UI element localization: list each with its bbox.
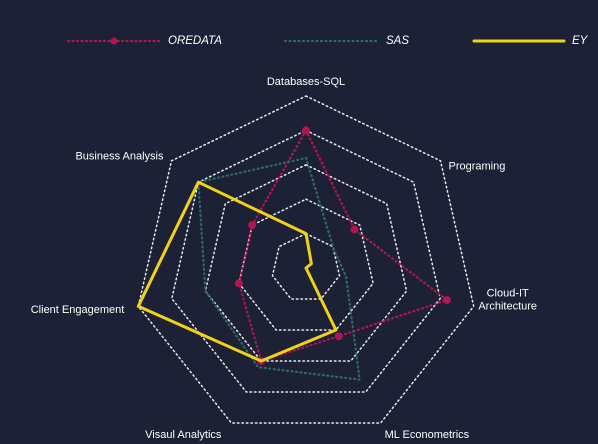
series-layer — [136, 126, 451, 381]
data-point-oredata — [442, 296, 451, 305]
axis-label: ML Econometrics — [385, 429, 470, 441]
axis-label: Programing — [449, 161, 506, 173]
series-line-oredata — [237, 129, 448, 363]
axis-label: Business Analysis — [75, 151, 164, 163]
data-point-oredata — [248, 221, 257, 230]
legend-label-oredata: OREDATA — [168, 35, 222, 47]
legend: OREDATA SAS EY — [66, 35, 589, 47]
data-point-oredata — [334, 332, 343, 341]
legend-marker-oredata — [110, 37, 118, 45]
axis-label: Architecture — [478, 301, 537, 313]
legend-label-sas: SAS — [386, 35, 409, 47]
axis-label: Visaul Analytics — [145, 429, 222, 441]
axis-label: Client Engagement — [31, 304, 125, 316]
data-point-oredata — [302, 126, 310, 135]
grid-ring-4 — [170, 129, 442, 393]
data-point-oredata — [350, 225, 359, 234]
axis-labels: Databases-SQL Programing Cloud-ITArchitect… — [31, 76, 537, 441]
series-line-sas — [197, 156, 361, 381]
grid-ring-1 — [271, 232, 341, 300]
grid-ring-3 — [204, 163, 408, 362]
legend-label-ey: EY — [572, 35, 589, 47]
grid-ring-5 — [137, 95, 475, 424]
series-line-ey — [136, 180, 338, 363]
axis-label: Databases-SQL — [267, 76, 345, 88]
data-point-oredata — [234, 279, 243, 288]
grid-ring-2 — [238, 198, 374, 331]
axis-label: Cloud-IT — [487, 288, 529, 300]
